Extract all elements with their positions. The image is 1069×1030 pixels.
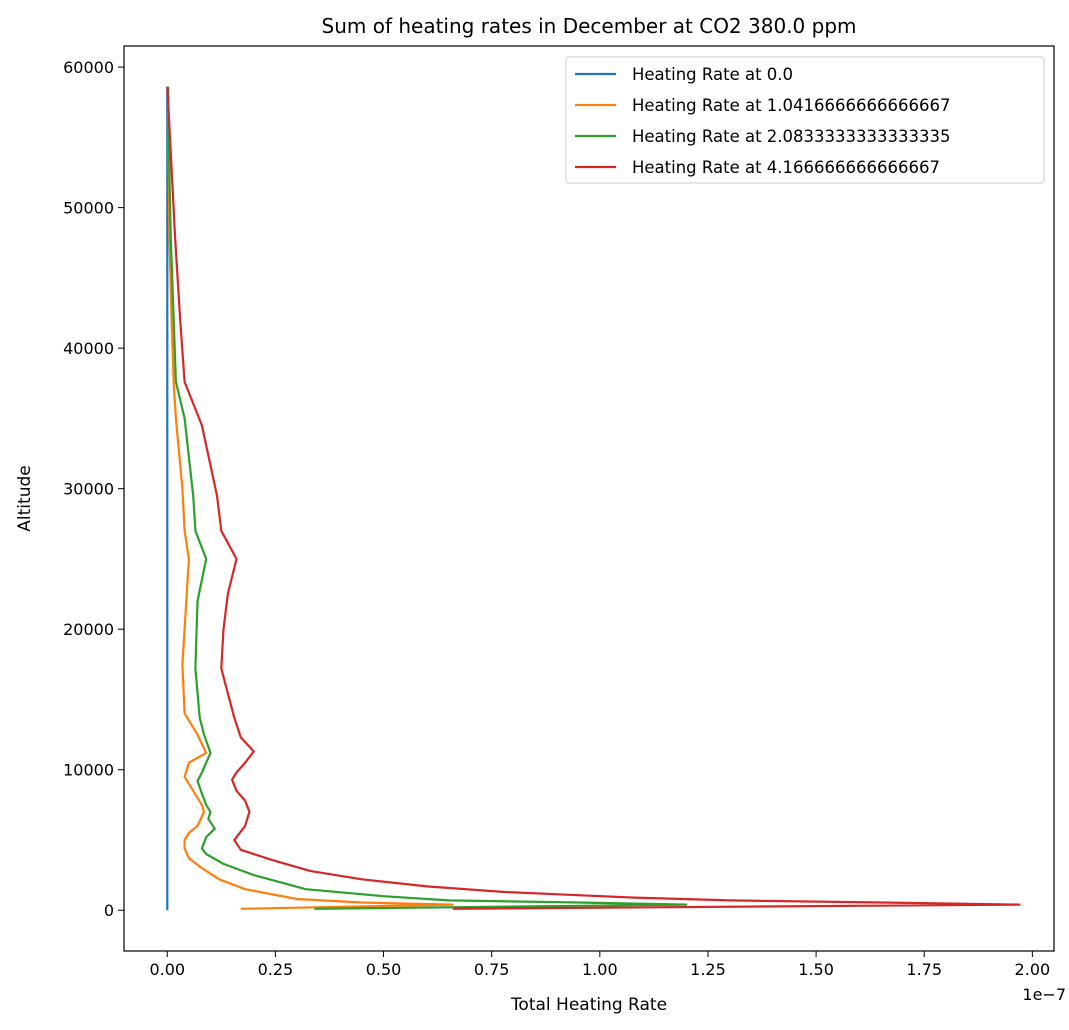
x-tick-label: 1.00 [582, 960, 618, 979]
y-tick-label: 0 [104, 901, 114, 920]
x-tick-label: 0.00 [149, 960, 185, 979]
y-tick-label: 50000 [63, 199, 114, 218]
y-tick-label: 30000 [63, 480, 114, 499]
series-line-1 [167, 86, 454, 910]
x-tick-label: 2.00 [1015, 960, 1051, 979]
series-line-2 [167, 86, 688, 910]
chart-legend: Heating Rate at 0.0 Heating Rate at 1.041… [565, 56, 1045, 184]
y-tick-label: 10000 [63, 761, 114, 780]
x-tick-label: 0.75 [474, 960, 510, 979]
x-axis-label: Total Heating Rate [510, 995, 667, 1015]
legend-entry: Heating Rate at 4.166666666666667 [632, 158, 940, 177]
y-axis-label: Altitude [15, 465, 35, 531]
x-axis-offset-label: 1e−7 [1022, 985, 1066, 1004]
x-tick-label: 1.75 [906, 960, 942, 979]
legend-entry: Heating Rate at 0.0 [632, 65, 793, 84]
series-line-3 [166, 86, 1021, 910]
legend-entry: Heating Rate at 2.0833333333333335 [632, 127, 951, 146]
chart-title: Sum of heating rates in December at CO2 … [322, 14, 857, 38]
x-tick-label: 1.25 [690, 960, 726, 979]
y-tick-label: 20000 [63, 620, 114, 639]
plot-area [166, 86, 1021, 911]
x-tick-label: 0.25 [258, 960, 294, 979]
x-axis-ticks: 0.00 0.25 0.50 0.75 1.00 1.25 1.50 1.75 2.00 [149, 951, 1050, 979]
x-tick-label: 0.50 [366, 960, 402, 979]
y-tick-label: 40000 [63, 339, 114, 358]
y-axis-ticks: 0 10000 20000 30000 40000 50000 60000 [63, 58, 124, 920]
legend-entry: Heating Rate at 1.0416666666666667 [632, 96, 951, 115]
y-tick-label: 60000 [63, 58, 114, 77]
x-tick-label: 1.50 [798, 960, 834, 979]
axes-frame [123, 45, 1055, 952]
legend-box [565, 56, 1045, 184]
